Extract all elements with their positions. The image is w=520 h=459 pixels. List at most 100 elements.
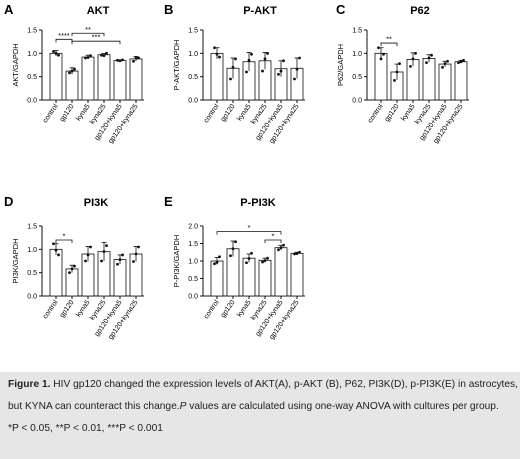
data-point: [379, 57, 383, 61]
bar: [242, 257, 256, 297]
data-point: [261, 69, 264, 73]
y-tick-label: 0.0: [352, 98, 362, 105]
y-tick-label: 0.5: [188, 74, 198, 81]
data-point: [100, 259, 103, 263]
data-point: [457, 61, 460, 65]
x-tick-label: gp120+kyna25: [432, 103, 464, 145]
y-tick-label: 2.0: [188, 224, 198, 231]
data-point: [215, 261, 219, 264]
data-point: [261, 260, 264, 264]
x-tick-label: control: [42, 103, 60, 125]
chart-title: PI3K: [84, 197, 109, 209]
data-point: [229, 77, 232, 81]
caption-line-2-italic: P: [179, 401, 187, 412]
data-point: [295, 67, 299, 71]
data-point: [279, 246, 283, 250]
x-tick-label: control: [42, 299, 60, 321]
significance-label: ****: [58, 31, 70, 40]
data-point: [382, 52, 385, 56]
data-point: [52, 242, 55, 246]
data-point: [443, 62, 447, 65]
data-point: [414, 51, 417, 55]
y-tick-label: 1.5: [352, 28, 362, 35]
x-tick-label: gp120+kyna25: [268, 299, 300, 341]
y-tick-label: 1.5: [188, 241, 198, 248]
data-point: [409, 65, 412, 68]
data-point: [279, 69, 283, 73]
bar: [274, 247, 288, 297]
x-tick-label: gp120: [59, 103, 76, 123]
data-point: [105, 51, 108, 55]
data-point: [57, 253, 60, 257]
caption-figure-label: Figure 1.: [8, 379, 51, 390]
bar: [49, 52, 63, 101]
y-axis-label: P62/GAPDH: [336, 44, 345, 86]
data-point: [441, 65, 444, 69]
y-tick-label: 0.5: [27, 74, 37, 81]
data-point: [86, 253, 90, 257]
caption-line-2-pre: but KYNA can counteract this change.: [8, 401, 180, 412]
data-point: [293, 252, 296, 256]
y-axis-label: PI3K/GAPDH: [11, 238, 20, 283]
panel-letter: C: [336, 2, 346, 17]
bar: [81, 56, 95, 101]
caption-line-3: *P < 0.05, **P < 0.01, ***P < 0.001: [8, 423, 163, 434]
data-point: [263, 57, 267, 61]
data-point: [89, 245, 92, 249]
data-point: [213, 262, 216, 266]
chart-title: P-AKT: [243, 5, 277, 17]
data-point: [293, 77, 296, 81]
data-point: [247, 257, 251, 260]
data-point: [295, 252, 299, 256]
data-point: [231, 65, 235, 69]
data-point: [250, 251, 253, 255]
bar: [49, 248, 63, 297]
data-point: [84, 56, 87, 60]
data-point: [377, 46, 380, 50]
panel-letter: D: [4, 194, 13, 209]
significance-label: **: [85, 25, 91, 34]
data-point: [213, 46, 216, 50]
caption-line-1: Figure 1. HIV gp120 changed the expressi…: [8, 379, 518, 390]
data-point: [266, 256, 269, 260]
y-tick-label: 0.0: [27, 294, 37, 301]
data-point: [398, 62, 401, 65]
y-tick-label: 1.0: [27, 51, 37, 58]
data-point: [121, 58, 124, 62]
y-tick-label: 1.5: [27, 224, 37, 231]
significance-label: *: [63, 232, 66, 241]
data-point: [229, 254, 232, 258]
x-tick-label: gp120: [59, 299, 76, 319]
x-tick-label: control: [203, 103, 221, 125]
data-point: [118, 59, 122, 63]
significance-bracket: [216, 231, 282, 235]
caption-line-2-post: values are calculated using one-way ANOV…: [186, 401, 499, 412]
panel-letter: B: [164, 2, 173, 17]
data-point: [68, 271, 71, 275]
significance-label: ***: [92, 33, 101, 42]
y-tick-label: 0.5: [27, 270, 37, 277]
significance-label: *: [248, 223, 251, 232]
data-point: [234, 57, 237, 61]
data-point: [250, 52, 253, 56]
data-point: [73, 67, 76, 71]
y-tick-label: 0.0: [27, 98, 37, 105]
data-point: [245, 70, 248, 74]
data-point: [446, 59, 449, 63]
data-point: [100, 53, 103, 57]
y-tick-label: 1.0: [27, 247, 37, 254]
chart-title: P62: [410, 5, 430, 17]
bar: [65, 70, 79, 101]
data-point: [298, 250, 301, 254]
data-point: [89, 54, 92, 58]
data-point: [411, 57, 415, 61]
x-tick-label: control: [203, 299, 221, 321]
bar: [290, 252, 304, 297]
data-point: [277, 248, 280, 252]
data-point: [86, 56, 90, 59]
data-point: [266, 51, 269, 55]
data-point: [134, 56, 138, 59]
